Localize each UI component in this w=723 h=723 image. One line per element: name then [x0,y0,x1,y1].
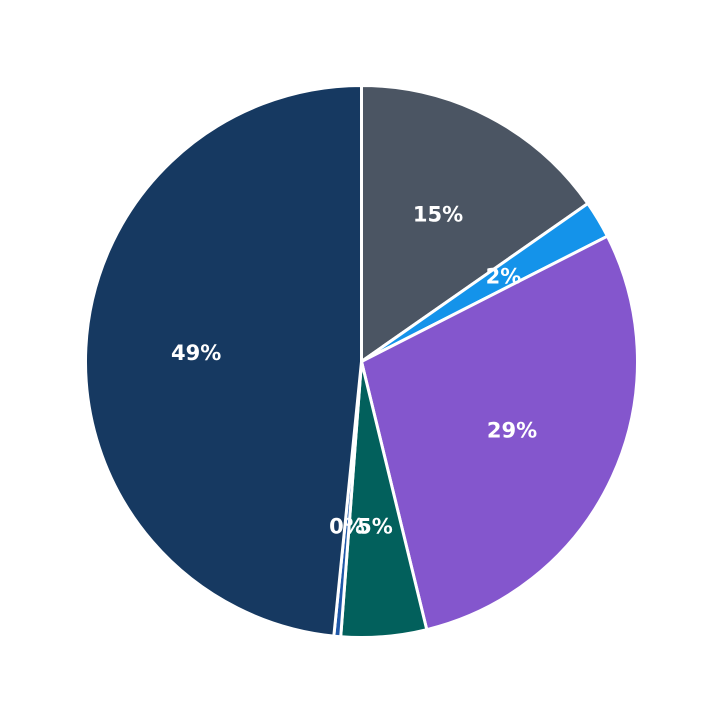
pie-slice-0 [360,84,590,363]
slice-label-0: 15% [413,203,463,227]
pie-slice-2 [360,234,639,632]
slice-label-2: 29% [487,419,537,443]
slice-label-4: 0% [329,514,365,538]
pie-slice-5 [84,84,363,638]
pie-labels: 15% 2% 29% 5%0% 49% [171,203,537,539]
slice-label-5: 49% [171,341,221,365]
pie-slices [84,84,639,639]
slice-label-3: 5% [357,515,393,539]
slice-label-1: 2% [486,264,522,288]
